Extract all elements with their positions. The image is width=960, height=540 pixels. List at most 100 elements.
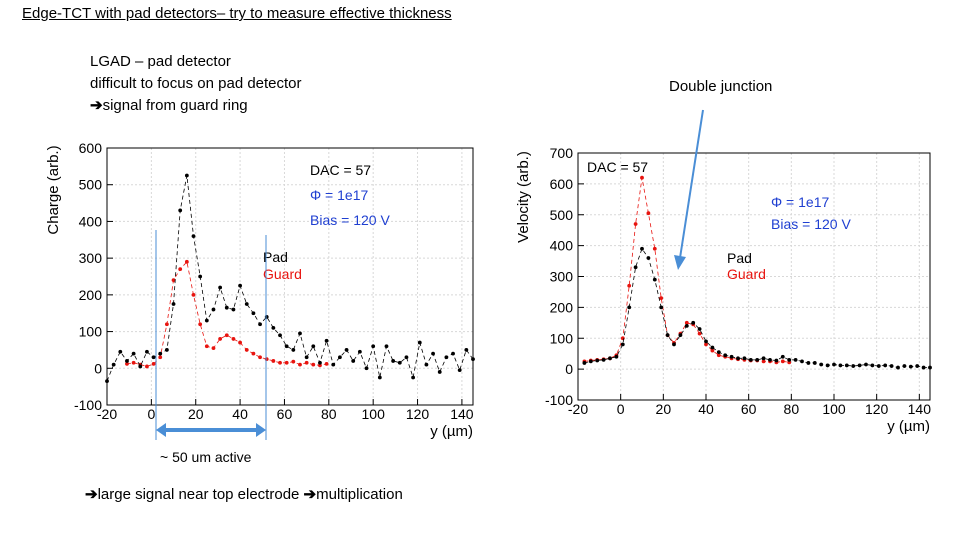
c1-point-guard <box>151 361 156 366</box>
c2-point-pad <box>844 363 849 368</box>
c2-point-pad <box>736 356 740 361</box>
c1-point-pad <box>111 362 116 367</box>
c2-xtick-label: 140 <box>908 401 932 417</box>
c2-point-pad <box>819 362 824 367</box>
c1-x-axis-label: y (µm) <box>430 423 473 440</box>
double-junction-label: Double junction <box>669 78 773 95</box>
c1-point-pad <box>411 375 416 380</box>
arrow-right-icon <box>304 486 317 503</box>
c1-point-pad <box>424 362 429 367</box>
note-line-3: signal from guard ring <box>90 95 302 117</box>
c2-point-guard <box>627 283 632 288</box>
double-junction-arrow-head-icon <box>674 255 686 270</box>
active-arrow-left-head-icon <box>156 423 166 437</box>
c2-ytick-label: 300 <box>550 269 574 285</box>
c1-point-pad <box>464 348 469 352</box>
c1-point-pad <box>264 314 269 319</box>
page-title: Edge-TCT with pad detectors– try to meas… <box>22 5 452 22</box>
c2-point-pad <box>608 356 612 361</box>
c1-point-pad <box>138 364 143 369</box>
c1-point-pad <box>318 360 322 365</box>
c1-point-guard <box>198 322 203 327</box>
c1-point-pad <box>231 307 236 312</box>
c1-point-pad <box>371 344 376 349</box>
c2-point-pad <box>774 358 779 363</box>
c1-point-pad <box>417 340 422 345</box>
c2-ytick-label: 600 <box>550 176 574 192</box>
c1-xtick-label: 140 <box>450 406 474 422</box>
note-line-3-text: signal from guard ring <box>102 97 248 114</box>
c1-point-guard <box>211 346 216 350</box>
c2-xtick-label: 20 <box>656 401 672 417</box>
c1-annotation: DAC = 57 <box>310 162 371 178</box>
double-junction-arrow-shaft <box>679 109 704 259</box>
c2-point-pad <box>870 363 875 368</box>
c1-point-guard <box>278 360 282 365</box>
c2-point-pad <box>902 364 907 368</box>
c2-point-pad <box>652 277 657 282</box>
c1-point-guard <box>191 292 196 297</box>
c1-point-pad <box>471 357 475 362</box>
c1-point-pad <box>125 359 129 363</box>
c1-point-pad <box>218 285 223 290</box>
c2-point-pad <box>768 357 772 362</box>
c2-xtick-label: -20 <box>568 401 588 417</box>
c1-legend-guard: Guard <box>263 266 302 282</box>
c1-point-pad <box>384 344 389 349</box>
c1-plot-frame <box>106 147 474 406</box>
c1-point-pad <box>238 283 242 288</box>
c2-point-pad <box>620 342 625 347</box>
c1-ytick-label: 200 <box>79 287 103 303</box>
c1-point-pad <box>291 348 296 352</box>
c2-point-pad <box>876 364 881 368</box>
c2-xtick-label: 40 <box>698 401 714 417</box>
c1-point-pad <box>198 274 203 279</box>
c2-point-pad <box>908 364 913 369</box>
c2-point-pad <box>588 359 593 364</box>
c1-point-pad <box>178 208 183 213</box>
c2-point-guard <box>716 353 721 358</box>
c2-point-pad <box>633 265 638 270</box>
c1-point-guard <box>158 355 163 360</box>
c2-point-pad <box>915 364 920 368</box>
c1-point-pad <box>204 318 209 323</box>
c2-ytick-label: -100 <box>545 392 573 408</box>
c1-point-guard <box>171 278 176 283</box>
c2-point-guard <box>704 342 708 347</box>
c1-point-pad <box>338 355 342 360</box>
c2-point-pad <box>921 365 926 370</box>
c1-point-pad <box>404 355 409 360</box>
c2-point-pad <box>812 361 817 365</box>
c1-point-pad <box>164 348 169 352</box>
c1-point-guard <box>238 340 242 345</box>
c2-point-pad <box>595 358 600 363</box>
c2-annotation: DAC = 57 <box>587 159 648 175</box>
c1-point-pad <box>105 379 109 384</box>
c1-point-pad <box>311 344 316 349</box>
c2-point-guard <box>646 211 651 216</box>
c2-legend-guard: Guard <box>727 266 766 282</box>
c2-point-guard <box>710 348 715 353</box>
c1-point-pad <box>357 349 362 354</box>
c1-xtick-label: 60 <box>277 406 293 422</box>
c2-point-guard <box>633 222 638 226</box>
c2-point-guard <box>780 359 785 364</box>
c2-point-pad <box>716 350 721 355</box>
active-thickness-label: ~ 50 um active <box>160 449 252 465</box>
c1-point-pad <box>171 302 176 306</box>
c2-point-pad <box>710 345 715 350</box>
c1-ytick-label: 600 <box>79 140 103 156</box>
c2-point-pad <box>787 357 792 362</box>
c1-point-guard <box>271 359 276 363</box>
c1-legend-pad: Pad <box>263 249 288 265</box>
c1-xtick-label: 100 <box>362 406 386 422</box>
c1-ytick-label: 0 <box>94 360 102 376</box>
c2-annotation: Φ = 1e17 <box>771 194 829 210</box>
c2-point-pad <box>851 364 856 368</box>
c2-point-pad <box>780 354 785 359</box>
note-line-1: LGAD – pad detector <box>90 53 231 70</box>
c2-point-pad <box>800 359 804 364</box>
c1-point-pad <box>377 375 382 380</box>
c2-x-axis-label: y (µm) <box>887 418 930 435</box>
